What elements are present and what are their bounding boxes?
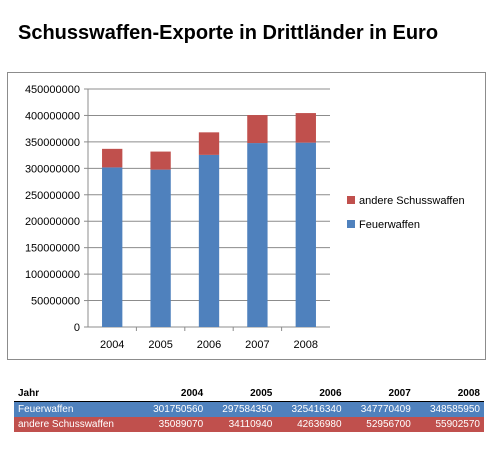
table-row-feuerwaffen: Feuerwaffen 301750560 297584350 32541634… [14,401,484,417]
table-header-cell: 2004 [137,386,208,402]
bar-segment [198,154,220,327]
table-cell: 297584350 [207,401,277,417]
table-header-cell: Jahr [14,386,138,402]
table-cell: 55902570 [414,417,484,432]
x-tick-label: 2004 [100,339,124,351]
bar-segment [150,151,171,170]
bar-segment [150,169,171,327]
bar-segment [102,148,123,168]
bar-segment [102,167,123,327]
x-tick-label: 2007 [245,339,269,351]
table-cell: 35089070 [137,417,208,432]
y-tick-label: 450000000 [25,84,80,96]
bar-segment [247,115,268,144]
bar-segment [247,143,268,327]
y-tick-label: 50000000 [31,296,80,308]
table-cell: 325416340 [276,401,346,417]
bar-segment [198,132,220,155]
table-header-cell: 2008 [414,386,484,402]
y-tick-label: 150000000 [25,243,80,255]
table-cell: 34110940 [207,417,277,432]
y-tick-label: 250000000 [25,190,80,202]
x-tick-label: 2005 [148,339,172,351]
y-tick-label: 400000000 [25,110,80,122]
bar-segment [295,142,316,327]
y-tick-label: 0 [74,322,80,334]
y-tick-label: 350000000 [25,137,80,149]
data-table: Jahr 2004 2005 2006 2007 2008 Feuerwaffe… [14,386,484,432]
legend-label: Feuerwaffen [359,219,420,231]
table-cell: 347770409 [345,401,415,417]
table-header-cell: 2007 [345,386,415,402]
legend-swatch [347,220,355,228]
x-tick-label: 2008 [294,339,318,351]
table-header-cell: 2006 [276,386,346,402]
y-tick-label: 200000000 [25,216,80,228]
table-cell: Feuerwaffen [14,401,138,417]
table-cell: 52956700 [345,417,415,432]
table-cell: 301750560 [137,401,208,417]
legend-swatch [347,196,355,204]
stacked-bar-chart: 0 50000000 100000000 150000000 200000000 2500… [25,84,465,351]
y-tick-label: 300000000 [25,163,80,175]
table-cell: andere Schusswaffen [14,417,138,432]
bar-segment [295,113,316,143]
legend-label: andere Schusswaffen [359,195,465,207]
table-cell: 42636980 [276,417,346,432]
table-cell: 348585950 [414,401,484,417]
x-tick-label: 2006 [197,339,221,351]
chart-title: Schusswaffen-Exporte in Drittländer in E… [18,22,439,44]
table-header-row: Jahr 2004 2005 2006 2007 2008 [14,386,484,402]
chart-frame [7,72,486,360]
y-tick-label: 100000000 [25,269,80,281]
table-row-andere-schusswaffen: andere Schusswaffen 35089070 34110940 42… [14,417,484,432]
table-header-cell: 2005 [207,386,277,402]
